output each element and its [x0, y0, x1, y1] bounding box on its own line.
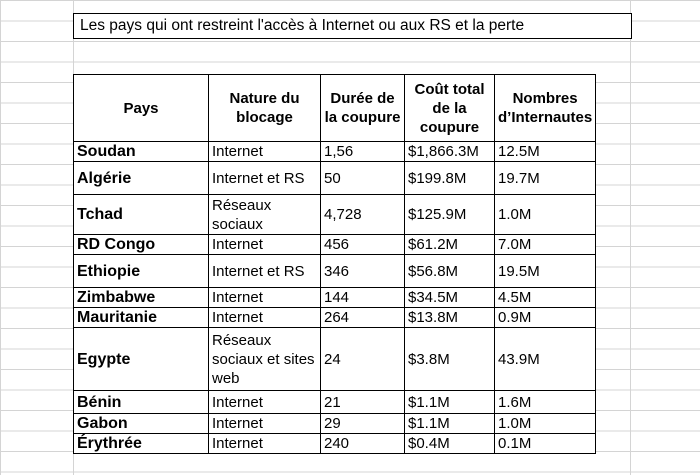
table-row: Tchad Réseaux sociaux 4,728 $125.9M 1.0M	[73, 194, 597, 235]
cell-internautes[interactable]: 19.5M	[493, 254, 597, 288]
header-nature[interactable]: Nature du blocage	[208, 74, 321, 142]
cell-internautes[interactable]: 1.0M	[493, 413, 597, 434]
cell-internautes[interactable]: 43.9M	[493, 327, 597, 391]
cell-nature[interactable]: Internet	[208, 433, 321, 454]
cell-pays[interactable]: Zimbabwe	[73, 287, 209, 308]
cell-nature[interactable]: Internet et RS	[208, 254, 321, 288]
cell-duree[interactable]: 240	[320, 433, 405, 454]
header-row: Pays Nature du blocage Durée de la coupu…	[73, 74, 597, 142]
cell-internautes[interactable]: 0.9M	[493, 307, 597, 328]
cell-internautes[interactable]: 1.6M	[493, 390, 597, 414]
cell-internautes[interactable]: 12.5M	[493, 141, 597, 162]
cell-cout[interactable]: $1.1M	[404, 413, 495, 434]
header-pays[interactable]: Pays	[73, 74, 209, 142]
cell-duree[interactable]: 29	[320, 413, 405, 434]
cell-cout[interactable]: $1,866.3M	[404, 141, 495, 162]
cell-duree[interactable]: 4,728	[320, 194, 405, 235]
cell-duree[interactable]: 50	[320, 161, 405, 195]
table-row: Érythrée Internet 240 $0.4M 0.1M	[73, 433, 597, 454]
cell-internautes[interactable]: 0.1M	[493, 433, 597, 454]
cell-duree[interactable]: 1,56	[320, 141, 405, 162]
grid-column-line	[630, 0, 631, 475]
cell-pays[interactable]: Gabon	[73, 413, 209, 434]
cell-nature[interactable]: Internet	[208, 287, 321, 308]
cell-cout[interactable]: $199.8M	[404, 161, 495, 195]
table-row: Algérie Internet et RS 50 $199.8M 19.7M	[73, 161, 597, 195]
table-row: Egypte Réseaux sociaux et sites web 24 $3.8…	[73, 327, 597, 391]
cell-nature[interactable]: Internet	[208, 390, 321, 414]
cell-pays[interactable]: Egypte	[73, 327, 209, 391]
cell-pays[interactable]: Bénin	[73, 390, 209, 414]
table-row: Bénin Internet 21 $1.1M 1.6M	[73, 390, 597, 414]
cell-internautes[interactable]: 19.7M	[493, 161, 597, 195]
cell-cout[interactable]: $13.8M	[404, 307, 495, 328]
table-row: Soudan Internet 1,56 $1,866.3M 12.5M	[73, 141, 597, 162]
cell-nature[interactable]: Internet	[208, 141, 321, 162]
cell-duree[interactable]: 346	[320, 254, 405, 288]
cell-cout[interactable]: $0.4M	[404, 433, 495, 454]
table-row: Gabon Internet 29 $1.1M 1.0M	[73, 413, 597, 434]
cell-nature[interactable]: Réseaux sociaux	[208, 194, 321, 235]
cell-pays[interactable]: Soudan	[73, 141, 209, 162]
cell-pays[interactable]: Mauritanie	[73, 307, 209, 328]
cell-pays[interactable]: Algérie	[73, 161, 209, 195]
data-table: Pays Nature du blocage Durée de la coupu…	[73, 74, 597, 454]
cell-duree[interactable]: 456	[320, 234, 405, 255]
cell-nature[interactable]: Internet	[208, 234, 321, 255]
cell-duree[interactable]: 24	[320, 327, 405, 391]
cell-cout[interactable]: $3.8M	[404, 327, 495, 391]
cell-nature[interactable]: Internet et RS	[208, 161, 321, 195]
cell-cout[interactable]: $34.5M	[404, 287, 495, 308]
table-row: Mauritanie Internet 264 $13.8M 0.9M	[73, 307, 597, 328]
header-cout[interactable]: Coût total de la coupure	[404, 74, 495, 142]
cell-cout[interactable]: $125.9M	[404, 194, 495, 235]
table-row: Zimbabwe Internet 144 $34.5M 4.5M	[73, 287, 597, 308]
cell-nature[interactable]: Internet	[208, 307, 321, 328]
cell-internautes[interactable]: 7.0M	[493, 234, 597, 255]
cell-nature[interactable]: Internet	[208, 413, 321, 434]
table-row: Ethiopie Internet et RS 346 $56.8M 19.5M	[73, 254, 597, 288]
cell-duree[interactable]: 144	[320, 287, 405, 308]
sheet-title[interactable]: Les pays qui ont restreint l'accès à Int…	[73, 13, 632, 39]
header-internautes[interactable]: Nombres d’Internautes	[493, 74, 597, 142]
cell-internautes[interactable]: 4.5M	[493, 287, 597, 308]
cell-pays[interactable]: Tchad	[73, 194, 209, 235]
cell-duree[interactable]: 21	[320, 390, 405, 414]
cell-duree[interactable]: 264	[320, 307, 405, 328]
cell-cout[interactable]: $61.2M	[404, 234, 495, 255]
header-duree[interactable]: Durée de la coupure	[320, 74, 405, 142]
cell-pays[interactable]: Érythrée	[73, 433, 209, 454]
cell-nature[interactable]: Réseaux sociaux et sites web	[208, 327, 321, 391]
cell-cout[interactable]: $56.8M	[404, 254, 495, 288]
cell-pays[interactable]: Ethiopie	[73, 254, 209, 288]
cell-pays[interactable]: RD Congo	[73, 234, 209, 255]
cell-cout[interactable]: $1.1M	[404, 390, 495, 414]
cell-internautes[interactable]: 1.0M	[493, 194, 597, 235]
table-row: RD Congo Internet 456 $61.2M 7.0M	[73, 234, 597, 255]
